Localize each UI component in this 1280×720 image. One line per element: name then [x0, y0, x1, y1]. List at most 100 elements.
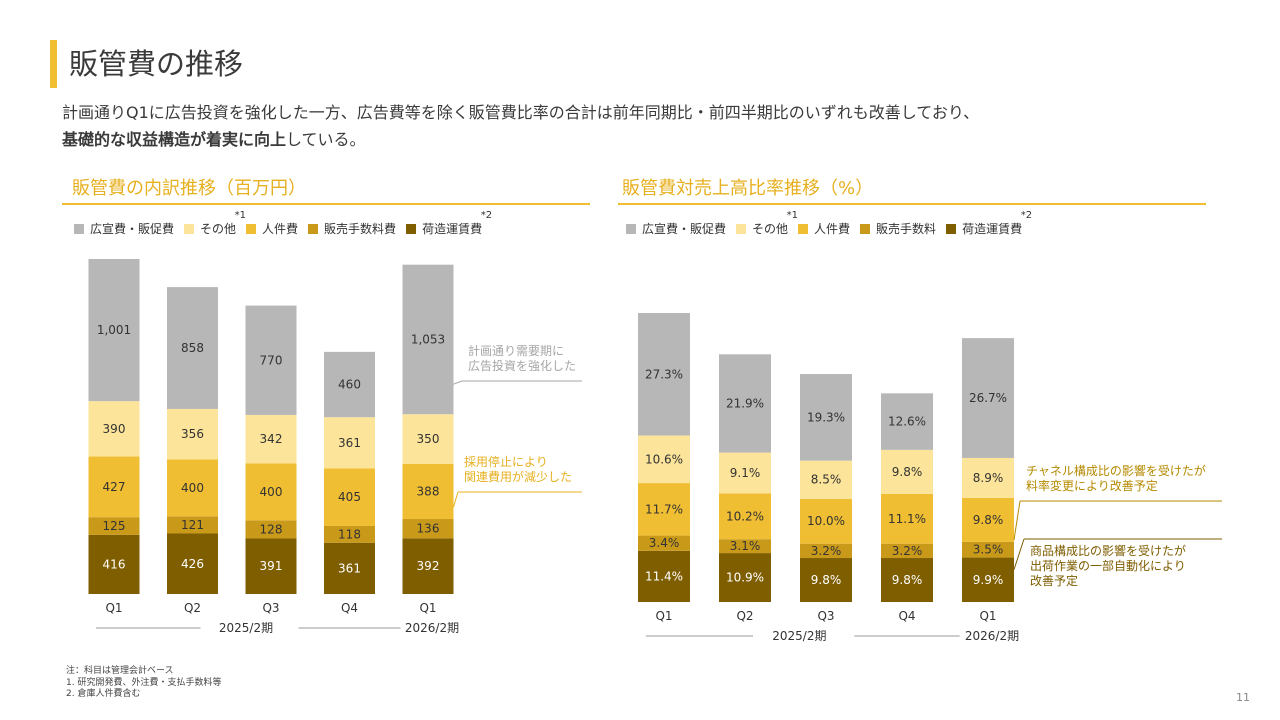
left-bar-ad-3 [324, 351, 375, 418]
right-value-label-other-2: 8.5% [811, 473, 842, 487]
left-bar-shipping-2 [245, 538, 297, 594]
right-value-label-personnel-3: 11.1% [888, 512, 926, 526]
footnote-1: 1. 研究開発費、外注費・支払手数料等 [66, 677, 222, 688]
page-number: 11 [1236, 691, 1250, 704]
left-category-label-0: Q1 [105, 601, 122, 615]
left-bar-other-4 [402, 414, 454, 464]
left-legend-item-ad: 広宣費・販促費 [74, 220, 174, 237]
right-annotation-leader-0 [1013, 500, 1021, 540]
left-legend-label-personnel: 人件費 [262, 222, 299, 236]
right-section-title: 販管費対売上高比率推移（%） [622, 178, 874, 199]
left-value-label-other-0: 390 [103, 422, 126, 436]
right-value-label-shipping-1: 10.9% [726, 571, 764, 585]
left-value-label-ad-3: 460 [338, 378, 361, 392]
right-value-label-fee-2: 3.2% [811, 544, 842, 558]
right-bar-fee-1 [719, 539, 771, 554]
right-legend-swatch-personnel [798, 223, 809, 234]
right-bar-shipping-4 [962, 557, 1014, 602]
left-period-label-0: 2025/2期 [219, 621, 273, 635]
right-annotation-leader-1 [1013, 538, 1025, 570]
left-annotation-text-0-1: 広告投資を強化した [468, 358, 576, 373]
left-legend: 広宣費・販促費 その他 *1 人件費 販売手数料費 荷造運賃費 *2 [74, 210, 492, 240]
right-legend-item-personnel: 人件費 [798, 220, 850, 237]
right-value-label-personnel-2: 10.0% [807, 514, 845, 528]
left-value-label-fee-0: 125 [103, 519, 126, 533]
lead-rest: している。 [286, 130, 366, 149]
right-bar-other-0 [638, 435, 690, 484]
left-bar-shipping-3 [324, 542, 375, 594]
right-value-label-other-1: 9.1% [730, 466, 761, 480]
left-value-label-personnel-3: 405 [338, 490, 361, 504]
right-value-label-shipping-0: 11.4% [645, 569, 683, 583]
right-period-label-1: 2026/2期 [965, 629, 1019, 643]
right-bar-ad-4 [962, 338, 1014, 458]
left-bar-fee-2 [245, 520, 297, 539]
right-value-label-fee-0: 3.4% [649, 536, 680, 550]
right-bar-shipping-2 [800, 558, 852, 602]
left-value-label-shipping-3: 361 [338, 561, 361, 575]
right-legend-label-shipping: 荷造運賃費 [962, 222, 1023, 236]
right-value-label-other-4: 8.9% [973, 471, 1004, 485]
left-value-label-ad-4: 1,053 [411, 332, 445, 346]
left-value-label-fee-2: 128 [260, 522, 283, 536]
right-value-label-ad-0: 27.3% [645, 367, 683, 381]
right-bar-ad-1 [719, 354, 771, 453]
left-value-label-ad-2: 770 [260, 353, 283, 367]
right-legend-sup-other: *1 [786, 210, 799, 221]
left-bar-ad-4 [402, 264, 454, 415]
left-annotation-text-1-1: 関連費用が減少した [464, 469, 572, 484]
right-legend-item-shipping: 荷造運賃費 *2 [946, 210, 1032, 237]
right-category-label-3: Q4 [898, 609, 915, 623]
left-bar-ad-0 [88, 259, 140, 402]
left-legend-swatch-personnel [246, 223, 257, 234]
left-bar-shipping-1 [167, 533, 218, 594]
left-annotation-text-1-0: 採用停止により [464, 454, 548, 469]
right-legend-swatch-shipping [946, 223, 957, 234]
left-value-label-personnel-2: 400 [260, 485, 283, 499]
left-annotation-text-0-0: 計画通り需要期に [468, 343, 564, 358]
right-bar-shipping-1 [719, 553, 771, 602]
lead-line-1: 計画通りQ1に広告投資を強化した一方、広告費等を除く販管費比率の合計は前年同期比… [62, 103, 980, 122]
left-legend-item-shipping: 荷造運賃費 *2 [406, 210, 492, 237]
right-legend-item-other: その他 *1 [736, 210, 798, 237]
left-category-label-3: Q4 [341, 601, 358, 615]
left-bar-fee-0 [88, 517, 140, 535]
right-bar-shipping-3 [881, 558, 933, 602]
left-legend-swatch-other [184, 223, 195, 234]
left-bar-fee-4 [402, 519, 454, 539]
right-bar-fee-2 [800, 543, 852, 559]
right-bar-shipping-0 [638, 550, 690, 602]
left-value-label-personnel-0: 427 [103, 480, 126, 494]
right-value-label-shipping-2: 9.8% [811, 573, 842, 587]
sga-breakdown-chart: 416 125 427 390 1,001 Q1 426 121 400 356 858 Q2 391 1… [88, 259, 582, 635]
right-bar-personnel-0 [638, 483, 690, 536]
right-value-label-other-3: 9.8% [892, 465, 923, 479]
footnote-2: 2. 倉庫人件費含む [66, 689, 141, 699]
right-bar-ad-0 [638, 313, 690, 436]
left-legend-item-fee: 販売手数料費 [308, 220, 396, 237]
left-category-label-2: Q3 [262, 601, 279, 615]
left-value-label-shipping-2: 391 [260, 559, 283, 573]
left-section-title: 販管費の内訳推移（百万円） [72, 178, 306, 199]
left-legend-label-shipping: 荷造運賃費 [422, 222, 483, 236]
left-value-label-other-4: 350 [417, 432, 440, 446]
right-bar-other-1 [719, 452, 771, 494]
right-value-label-fee-1: 3.1% [730, 539, 761, 553]
right-category-label-4: Q1 [979, 609, 996, 623]
left-legend-sup-shipping: *2 [480, 210, 493, 221]
footnote-0: 注：科目は管理会計ベース [66, 666, 174, 676]
right-value-label-personnel-4: 9.8% [973, 513, 1004, 527]
right-bar-ad-3 [881, 393, 933, 450]
left-legend-item-personnel: 人件費 [246, 220, 298, 237]
right-legend-label-ad: 広宣費・販促費 [642, 222, 727, 236]
sga-ratio-chart: 11.4% 3.4% 11.7% 10.6% 27.3% Q1 10.9% 3.1% 10.2%… [638, 313, 1222, 643]
left-value-label-ad-0: 1,001 [97, 323, 131, 337]
left-value-label-other-3: 361 [338, 436, 361, 450]
left-legend-swatch-shipping [406, 223, 417, 234]
right-bar-fee-0 [638, 535, 690, 551]
left-value-label-personnel-4: 388 [417, 484, 440, 498]
right-bar-personnel-4 [962, 497, 1014, 542]
right-value-label-ad-4: 26.7% [969, 391, 1007, 405]
